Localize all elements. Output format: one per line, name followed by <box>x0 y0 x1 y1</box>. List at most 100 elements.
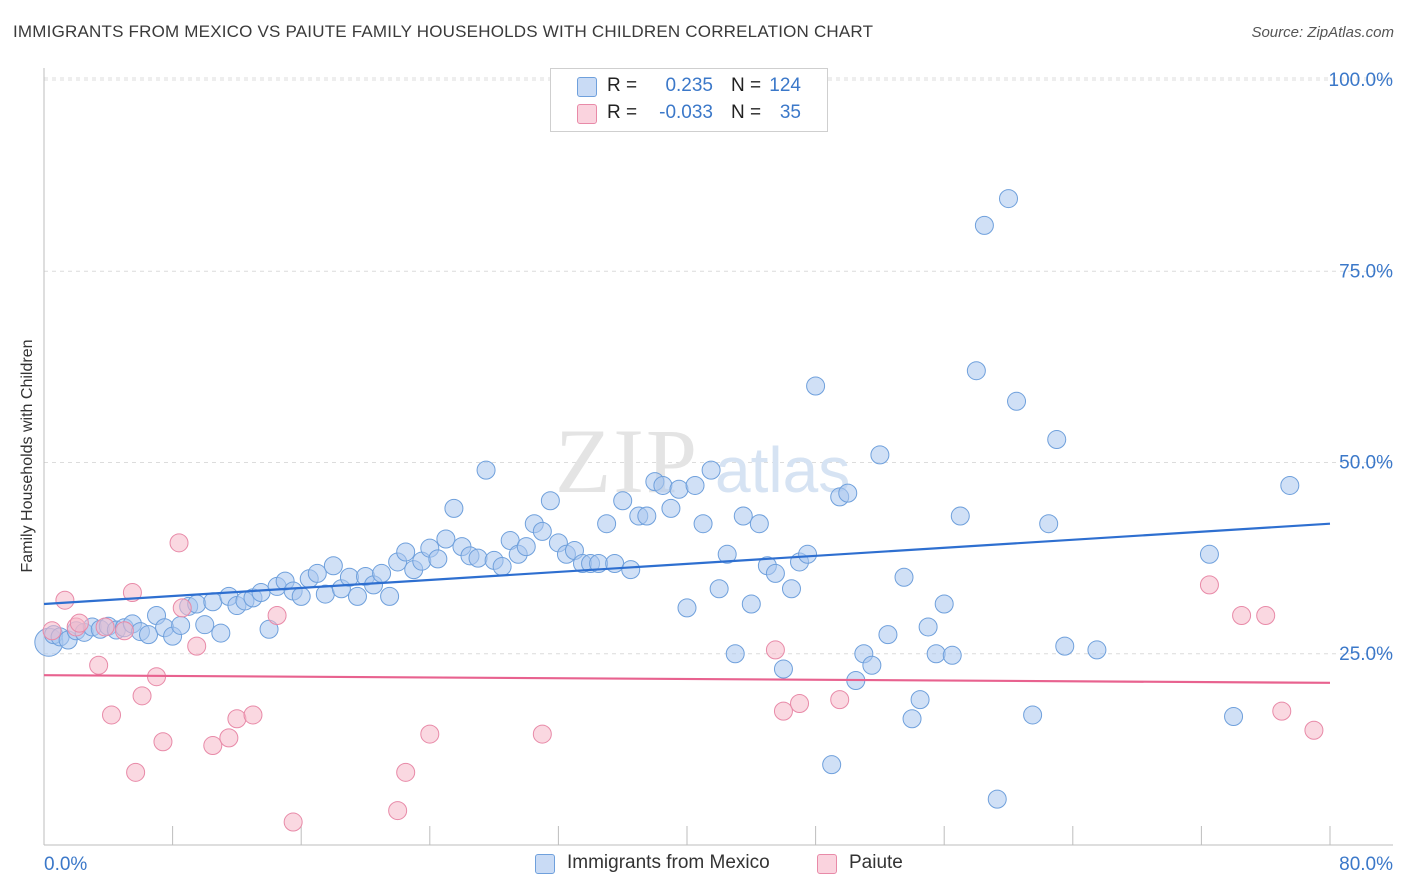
paiute-legend-swatch <box>817 854 837 874</box>
mexico-point <box>838 483 858 503</box>
n-label: N = <box>731 75 762 96</box>
mexico-point <box>1007 391 1027 411</box>
mexico-point <box>894 567 914 587</box>
mexico-point <box>862 655 882 675</box>
mexico-point <box>138 625 158 645</box>
stats-row-mexico: R = 0.235 N = 124 <box>551 73 827 99</box>
n-value: 124 <box>769 75 801 96</box>
mexico-point <box>251 583 271 603</box>
mexico-point <box>878 625 898 645</box>
mexico-point <box>291 586 311 606</box>
mexico-point <box>1087 640 1107 660</box>
r-value: 0.235 <box>665 75 713 96</box>
y-tick-label: 100.0% <box>1329 70 1394 91</box>
paiute-point <box>114 621 134 641</box>
y-tick-label: 25.0% <box>1339 644 1393 665</box>
n-label: N = <box>731 102 762 123</box>
mexico-point <box>685 475 705 495</box>
mexico-trend-line <box>43 522 1331 606</box>
mexico-point <box>942 645 962 665</box>
paiute-point <box>169 533 189 553</box>
paiute-point <box>122 583 142 603</box>
mexico-point <box>1224 706 1244 726</box>
mexico-point <box>902 709 922 729</box>
mexico-point <box>669 479 689 499</box>
n-value: 35 <box>779 102 801 123</box>
paiute-point <box>267 606 287 625</box>
mexico-point <box>492 557 512 577</box>
watermark-atlas: atlas <box>715 434 850 506</box>
mexico-point <box>870 445 890 465</box>
paiute-point <box>765 640 785 660</box>
mexico-point <box>323 556 343 576</box>
mexico-point <box>934 594 954 614</box>
paiute-point <box>283 812 303 832</box>
mexico-point <box>987 789 1007 809</box>
mexico-point <box>950 506 970 526</box>
mexico-point <box>709 579 729 599</box>
trend-lines <box>43 522 1331 684</box>
mexico-point <box>516 537 536 557</box>
mexico-point <box>428 549 448 569</box>
mexico-point <box>966 361 986 381</box>
chart-title: IMMIGRANTS FROM MEXICO VS PAIUTE FAMILY … <box>13 22 874 41</box>
r-label: R = <box>607 102 638 123</box>
mexico-point <box>717 544 737 564</box>
mexico-point <box>725 644 745 664</box>
paiute-point <box>42 621 62 641</box>
paiute-point <box>1256 606 1276 625</box>
mexico-point <box>347 586 367 606</box>
mexico-point <box>918 617 938 637</box>
x-tick-label-min: 0.0% <box>44 854 87 875</box>
mexico-point <box>974 215 994 235</box>
mexico-point <box>436 529 456 549</box>
mexico-point <box>613 491 633 511</box>
mexico-point <box>926 644 946 664</box>
mexico-point <box>806 376 826 396</box>
mexico-point <box>468 548 488 568</box>
mexico-point <box>1047 430 1067 450</box>
mexico-point <box>910 690 930 710</box>
mexico-point <box>781 579 801 599</box>
mexico-point <box>195 615 215 635</box>
mexico-point <box>798 544 818 564</box>
paiute-swatch <box>577 104 597 124</box>
mexico-legend-label: Immigrants from Mexico <box>567 852 770 873</box>
mexico-point <box>773 659 793 679</box>
mexico-point <box>1199 544 1219 564</box>
mexico-point <box>999 189 1018 209</box>
paiute-trend-line <box>43 674 1331 684</box>
paiute-point <box>102 705 122 725</box>
paiute-point <box>89 655 109 675</box>
paiute-point <box>1272 701 1292 721</box>
mexico-point <box>444 498 464 518</box>
mexico-point <box>822 755 842 775</box>
mexico-swatch <box>577 77 597 97</box>
source-label: Source: ZipAtlas.com <box>1251 24 1394 41</box>
paiute-point <box>830 690 850 710</box>
paiute-point <box>95 617 115 637</box>
paiute-point <box>203 736 223 756</box>
stats-legend: R = 0.235 N = 124 R = -0.033 N = 35 <box>550 68 828 132</box>
paiute-point <box>1304 720 1324 740</box>
axes <box>43 68 1393 846</box>
paiute-point <box>773 701 793 721</box>
r-label: R = <box>607 75 638 96</box>
mexico-point <box>653 475 673 495</box>
paiute-point <box>172 598 192 618</box>
tick-labels: 25.0% 50.0% 75.0% 100.0% 0.0% 80.0% <box>44 70 1393 875</box>
mexico-point <box>677 598 697 618</box>
y-tick-label: 50.0% <box>1339 453 1393 474</box>
mexico-point <box>765 563 785 583</box>
mexico-point <box>1039 514 1059 534</box>
watermark: ZIP atlas <box>555 410 850 512</box>
mexico-point <box>621 560 641 580</box>
stats-row-paiute: R = -0.033 N = 35 <box>551 100 827 126</box>
mexico-point <box>476 460 496 480</box>
paiute-point <box>243 705 263 725</box>
paiute-point <box>388 801 408 821</box>
paiute-point <box>187 636 207 656</box>
paiute-point <box>126 762 146 782</box>
gridlines <box>44 77 1393 655</box>
paiute-point <box>219 728 239 748</box>
